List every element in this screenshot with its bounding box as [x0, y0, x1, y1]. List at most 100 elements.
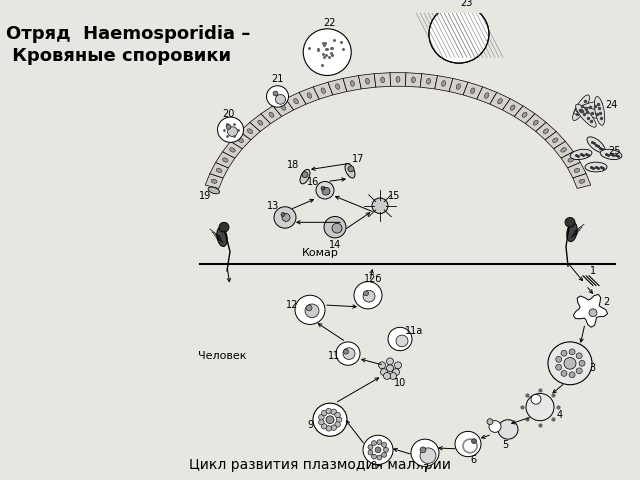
Circle shape: [394, 362, 401, 369]
Polygon shape: [435, 75, 453, 92]
Polygon shape: [273, 99, 294, 117]
Polygon shape: [463, 82, 483, 99]
Polygon shape: [573, 174, 591, 189]
Polygon shape: [216, 152, 235, 168]
Polygon shape: [525, 114, 546, 132]
Circle shape: [569, 349, 575, 355]
Ellipse shape: [570, 149, 592, 159]
Circle shape: [372, 198, 388, 214]
Ellipse shape: [350, 81, 355, 86]
Text: 11a: 11a: [405, 326, 423, 336]
Ellipse shape: [567, 222, 577, 241]
Polygon shape: [358, 73, 376, 89]
Ellipse shape: [600, 149, 622, 159]
Polygon shape: [223, 141, 243, 158]
Circle shape: [383, 447, 388, 452]
Circle shape: [326, 426, 332, 431]
Ellipse shape: [248, 129, 253, 133]
Text: 4: 4: [557, 410, 563, 420]
Polygon shape: [250, 114, 271, 132]
Ellipse shape: [585, 162, 607, 172]
Circle shape: [321, 424, 327, 429]
Text: 9: 9: [307, 420, 313, 430]
Polygon shape: [285, 92, 306, 110]
Circle shape: [387, 358, 394, 365]
Text: 8: 8: [370, 461, 376, 471]
Circle shape: [363, 435, 393, 465]
Ellipse shape: [510, 105, 515, 110]
Polygon shape: [561, 152, 580, 168]
Circle shape: [273, 91, 278, 96]
Text: Человек: Человек: [198, 350, 246, 360]
Text: Кровяные споровики: Кровяные споровики: [6, 48, 231, 65]
Ellipse shape: [412, 77, 415, 83]
Circle shape: [396, 335, 408, 347]
Circle shape: [569, 372, 575, 378]
Ellipse shape: [216, 168, 222, 172]
Circle shape: [589, 309, 597, 317]
Circle shape: [378, 362, 385, 369]
Circle shape: [383, 372, 390, 379]
Ellipse shape: [498, 98, 502, 104]
Circle shape: [282, 214, 290, 221]
Circle shape: [565, 217, 575, 227]
Ellipse shape: [321, 88, 326, 94]
Circle shape: [336, 342, 360, 365]
Ellipse shape: [300, 169, 310, 184]
Ellipse shape: [335, 84, 340, 89]
Circle shape: [281, 213, 285, 216]
Ellipse shape: [574, 168, 580, 172]
Ellipse shape: [230, 148, 236, 152]
Polygon shape: [449, 78, 468, 95]
Circle shape: [576, 368, 582, 374]
Ellipse shape: [575, 107, 604, 118]
Circle shape: [375, 447, 381, 453]
Circle shape: [219, 222, 229, 232]
Circle shape: [295, 295, 325, 324]
Polygon shape: [554, 141, 573, 158]
Circle shape: [335, 422, 340, 427]
Text: 20: 20: [222, 109, 235, 119]
Polygon shape: [515, 106, 535, 124]
Circle shape: [364, 291, 369, 296]
Ellipse shape: [396, 76, 400, 82]
Circle shape: [316, 181, 334, 199]
Circle shape: [489, 420, 501, 432]
Circle shape: [368, 445, 373, 450]
Circle shape: [306, 305, 312, 311]
Circle shape: [303, 29, 351, 75]
Ellipse shape: [217, 228, 227, 247]
Circle shape: [326, 408, 332, 414]
Circle shape: [579, 360, 585, 366]
Ellipse shape: [573, 95, 589, 120]
Ellipse shape: [442, 81, 445, 86]
Polygon shape: [240, 122, 260, 140]
Circle shape: [548, 342, 592, 384]
Circle shape: [322, 187, 330, 195]
Text: 24: 24: [605, 100, 618, 110]
Text: 11: 11: [328, 350, 340, 360]
Ellipse shape: [574, 102, 602, 114]
Circle shape: [335, 412, 340, 418]
Text: 23: 23: [461, 0, 473, 8]
Circle shape: [429, 5, 489, 63]
Circle shape: [319, 420, 324, 425]
Ellipse shape: [294, 98, 298, 104]
Text: 6: 6: [470, 455, 476, 465]
Ellipse shape: [345, 164, 355, 178]
Polygon shape: [545, 132, 565, 149]
Ellipse shape: [269, 112, 274, 118]
Circle shape: [377, 455, 382, 460]
Ellipse shape: [568, 158, 573, 162]
Circle shape: [331, 409, 337, 414]
Circle shape: [526, 394, 554, 420]
Circle shape: [390, 372, 397, 379]
Text: 2: 2: [603, 297, 609, 307]
Polygon shape: [390, 72, 406, 86]
Text: 18: 18: [287, 160, 299, 170]
Text: 22: 22: [323, 18, 335, 28]
Polygon shape: [299, 87, 319, 104]
Circle shape: [228, 127, 237, 136]
Circle shape: [381, 369, 387, 375]
Polygon shape: [490, 92, 510, 110]
